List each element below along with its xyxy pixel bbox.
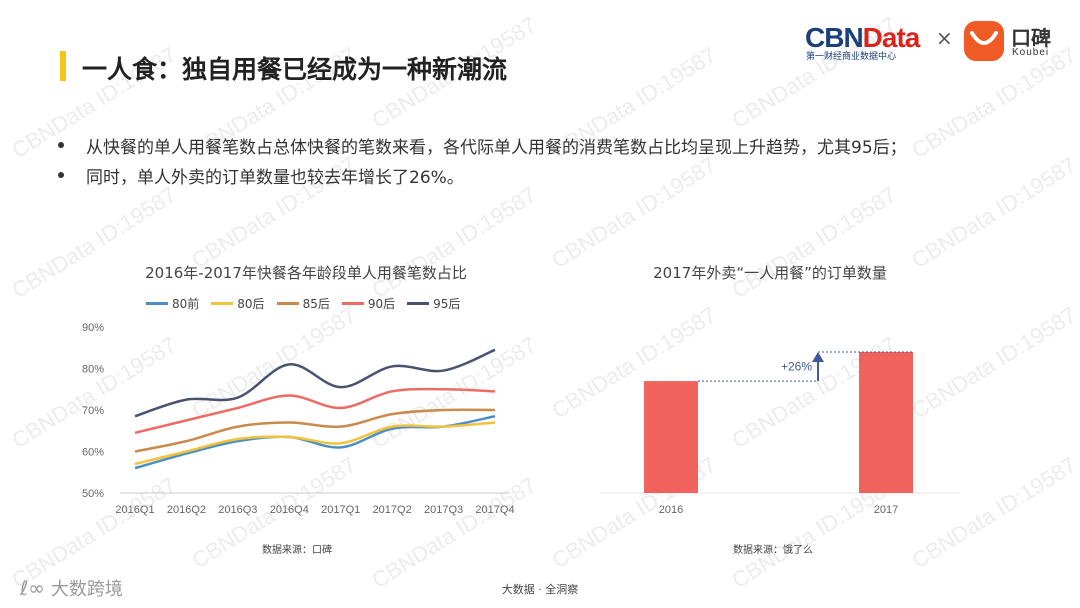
x-tick-label: 2016Q3 [218,504,257,516]
x-tick-label: 2017Q1 [321,504,360,516]
cbn-logo-main: CBN [805,22,864,53]
legend-item: 85后 [276,295,330,312]
legend-swatch [407,302,430,305]
bar [644,381,698,493]
arrow-up-icon [812,352,824,362]
page-title: 一人食：独自用餐已经成为一种新潮流 [82,55,508,84]
legend-swatch [146,302,168,305]
watermark-text: CBNData ID:19587 [7,182,181,304]
x-tick-label: 2017Q4 [475,504,514,516]
x-tick-label: 2017Q3 [424,504,463,516]
x-tick-label: 2016Q1 [115,504,154,516]
series-line [134,408,496,453]
watermark-text: CBNData ID:19587 [907,152,1080,274]
series-line [134,421,496,466]
legend-item: 80后 [211,295,265,312]
koubei-logo-cn: 口碑 [1011,26,1051,50]
title-accent-bar [60,51,66,81]
legend-label: 85后 [302,297,330,311]
series-line [134,387,496,435]
legend-item: 80前 [146,295,199,312]
bullet-text: 同时，单人外卖的订单数量也较去年增长了26%。 [86,167,464,188]
bullet-dot [58,172,64,178]
legend-label: 80前 [172,297,200,311]
cbn-logo-accent: Data [862,22,921,53]
logo-separator: × [936,26,953,50]
legend-label: 95后 [433,297,461,311]
footer-brand: ℓ∞ 大数跨境 [20,575,123,601]
bar [859,352,913,493]
watermark-text: CBNData ID:19587 [367,182,541,304]
legend-swatch [276,302,299,305]
y-tick-label: 70% [82,405,104,417]
bar-chart: 2016 2017 +26% [600,351,960,516]
footer-slogan: 大数据 · 全洞察 [501,583,579,596]
bullet-text: 从快餐的单人用餐笔数占总体快餐的笔数来看，各代际单人用餐的消费笔数占比均呈现上升… [86,137,907,158]
bullet-item: 同时，单人外卖的订单数量也较去年增长了26%。 [58,160,907,190]
line-chart-source: 数据来源：口碑 [262,545,332,556]
bullet-item: 从快餐的单人用餐笔数占总体快餐的笔数来看，各代际单人用餐的消费笔数占比均呈现上升… [58,130,907,160]
line-chart-title: 2016年-2017年快餐各年龄段单人用餐笔数占比 [145,264,467,282]
line-chart: 50% 60% 70% 80% 90% 2016Q1 2016Q2 2016Q3 2016Q4 2… [82,322,515,516]
y-tick-label: 80% [82,364,104,376]
y-tick-label: 50% [82,488,104,500]
bar-category-label: 2017 [874,504,898,516]
y-tick-label: 90% [82,322,104,334]
koubei-logo-icon [964,21,1004,61]
bullet-dot [58,142,64,148]
legend-label: 80后 [237,297,265,311]
y-tick-label: 60% [82,447,104,459]
x-tick-label: 2016Q4 [270,504,309,516]
koubei-logo-en: Koubei [1012,47,1050,58]
x-tick-label: 2017Q2 [373,504,412,516]
legend-item: 90后 [341,295,396,312]
line-chart-legend: 80前 80后 85后 90后 95后 [146,295,472,312]
bar-chart-source: 数据来源：饿了么 [733,545,813,556]
brand-logo-icon: ℓ∞ [20,576,45,600]
series-line [134,348,496,418]
bullet-list: 从快餐的单人用餐笔数占总体快餐的笔数来看，各代际单人用餐的消费笔数占比均呈现上升… [58,130,907,190]
cbn-logo-subtitle: 第一财经商业数据中心 [806,52,897,62]
footer-brand-text: 大数跨境 [50,579,123,600]
legend-item: 95后 [407,295,460,312]
bar-chart-title: 2017年外卖“一人用餐”的订单数量 [653,264,887,282]
x-tick-label: 2016Q2 [167,504,206,516]
watermark-text: CBNData ID:19587 [727,182,901,304]
legend-label: 90后 [367,297,396,311]
annotation-label: +26% [781,360,812,374]
bar-category-label: 2016 [659,504,683,516]
legend-swatch [211,302,234,305]
legend-swatch [341,302,364,305]
